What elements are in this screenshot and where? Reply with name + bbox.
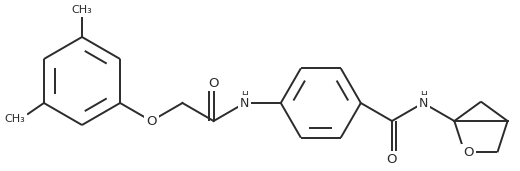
Text: H: H — [420, 90, 426, 100]
Text: H: H — [241, 90, 248, 100]
Text: O: O — [209, 76, 219, 89]
Text: CH₃: CH₃ — [5, 114, 25, 124]
Text: O: O — [463, 146, 474, 159]
Text: N: N — [240, 96, 250, 109]
Text: O: O — [146, 115, 157, 128]
Text: N: N — [419, 96, 428, 109]
Text: CH₃: CH₃ — [72, 5, 93, 15]
Text: O: O — [387, 153, 397, 166]
